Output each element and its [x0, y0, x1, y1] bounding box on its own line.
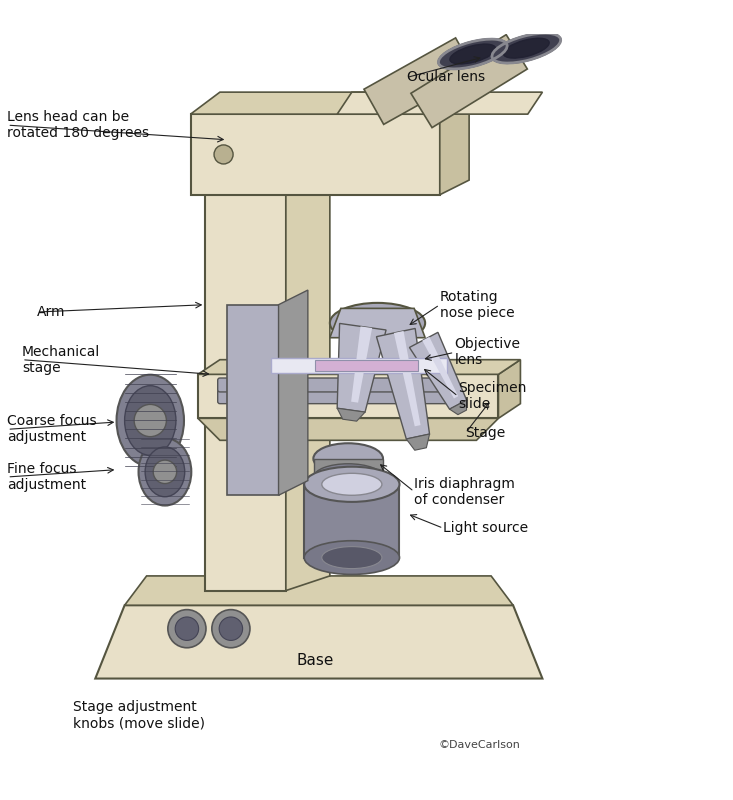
Polygon shape	[198, 374, 498, 418]
Circle shape	[219, 617, 243, 641]
Polygon shape	[406, 434, 430, 450]
Polygon shape	[330, 308, 425, 338]
Ellipse shape	[314, 443, 383, 474]
Polygon shape	[337, 408, 365, 421]
Ellipse shape	[438, 39, 507, 69]
Text: Arm: Arm	[37, 305, 65, 319]
Ellipse shape	[125, 386, 176, 455]
Polygon shape	[271, 358, 447, 373]
Polygon shape	[440, 92, 469, 194]
Polygon shape	[337, 92, 542, 114]
Circle shape	[212, 610, 250, 648]
Polygon shape	[205, 158, 286, 590]
Polygon shape	[422, 337, 458, 398]
Polygon shape	[286, 143, 330, 590]
Polygon shape	[410, 332, 467, 409]
Polygon shape	[304, 484, 399, 558]
Circle shape	[153, 460, 177, 483]
Text: Fine focus
adjustment: Fine focus adjustment	[7, 462, 86, 492]
Ellipse shape	[145, 447, 185, 497]
Polygon shape	[498, 360, 520, 418]
Polygon shape	[227, 305, 279, 495]
Circle shape	[134, 404, 166, 437]
Polygon shape	[315, 361, 418, 370]
Polygon shape	[198, 418, 498, 440]
Text: Mechanical
stage: Mechanical stage	[22, 345, 100, 374]
Polygon shape	[314, 458, 383, 477]
Text: Specimen
slide: Specimen slide	[458, 382, 526, 411]
Ellipse shape	[139, 438, 191, 506]
Polygon shape	[198, 360, 520, 374]
Ellipse shape	[450, 44, 496, 64]
Ellipse shape	[492, 34, 561, 63]
Polygon shape	[191, 114, 440, 194]
Ellipse shape	[322, 546, 382, 569]
Polygon shape	[95, 606, 542, 678]
Polygon shape	[279, 290, 308, 495]
Text: Ocular lens: Ocular lens	[407, 70, 485, 85]
Polygon shape	[449, 400, 467, 414]
Text: Objective
lens: Objective lens	[454, 338, 520, 367]
Ellipse shape	[304, 541, 399, 574]
Circle shape	[168, 610, 206, 648]
Circle shape	[175, 617, 199, 641]
Polygon shape	[377, 329, 430, 439]
Polygon shape	[394, 331, 421, 426]
FancyArrow shape	[364, 38, 475, 124]
FancyBboxPatch shape	[218, 390, 457, 404]
Polygon shape	[351, 326, 372, 402]
Text: Light source: Light source	[443, 522, 528, 535]
FancyBboxPatch shape	[218, 378, 442, 392]
Polygon shape	[125, 576, 513, 606]
Text: Coarse focus
adjustment: Coarse focus adjustment	[7, 414, 97, 445]
FancyArrow shape	[411, 34, 527, 128]
Circle shape	[214, 145, 233, 164]
Text: Stage adjustment
knobs (move slide): Stage adjustment knobs (move slide)	[73, 700, 205, 730]
Ellipse shape	[504, 38, 549, 58]
Text: Rotating
nose piece: Rotating nose piece	[440, 290, 515, 320]
Ellipse shape	[314, 464, 383, 490]
Ellipse shape	[117, 374, 184, 466]
Ellipse shape	[330, 303, 425, 343]
Text: Iris diaphragm
of condenser: Iris diaphragm of condenser	[414, 477, 515, 506]
Polygon shape	[337, 323, 386, 412]
Polygon shape	[191, 92, 469, 114]
Ellipse shape	[304, 466, 399, 502]
Text: Stage: Stage	[465, 426, 506, 440]
Ellipse shape	[322, 474, 382, 495]
Text: ©DaveCarlson: ©DaveCarlson	[438, 739, 520, 750]
Text: Lens head can be
rotated 180 degrees: Lens head can be rotated 180 degrees	[7, 110, 150, 140]
Text: Base: Base	[297, 653, 334, 668]
